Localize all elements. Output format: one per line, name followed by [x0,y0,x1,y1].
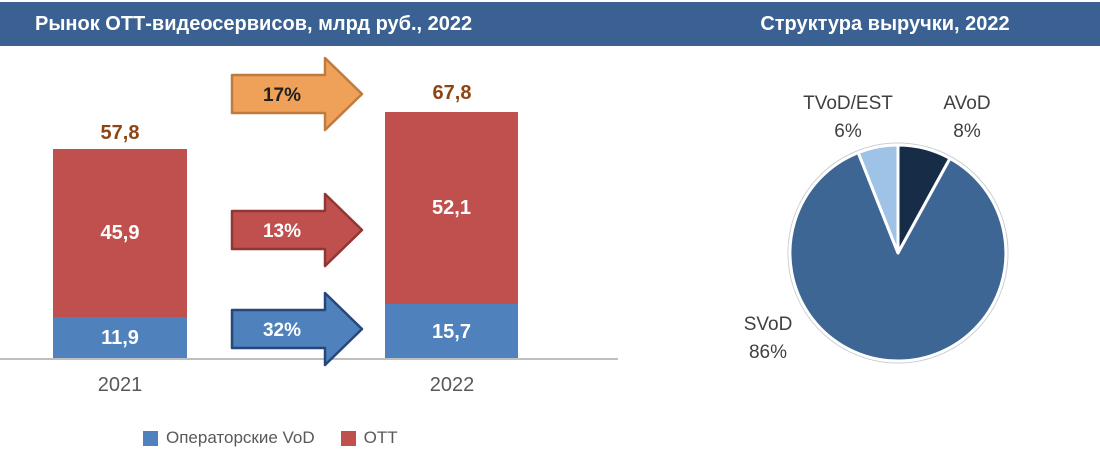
bar-2021-total-label: 57,8 [100,122,140,144]
legend-label-ott: ОТТ [363,428,398,447]
header-band: Рынок ОТТ-видеосервисов, млрд руб., 2022… [0,2,1100,46]
x-tick-2022: 2022 [429,374,475,396]
legend-swatch-ott [340,430,356,446]
pie-chart-title: Структура выручки, 2022 [760,13,1010,35]
x-axis-line [0,358,618,360]
pie-label-avod: AVoD 8% [917,90,1017,146]
pie-label-avod-name: AVoD [943,93,991,114]
x-tick-2021: 2021 [97,374,143,396]
pie-label-svod: SVoD 86% [718,311,818,367]
growth-arrow-vod-label: 32% [263,320,301,341]
bar-2022-ott-value: 52,1 [432,196,471,219]
pie-outline-circle [787,142,1009,364]
pie-label-tvod: TVoD/EST 6% [778,90,918,146]
bar-2022-vod-segment: 15,7 [385,304,518,360]
legend-swatch-vod [143,430,158,446]
pie-label-tvod-name: TVoD/EST [803,93,893,114]
bar-chart-title: Рынок ОТТ-видеосервисов, млрд руб., 2022 [35,13,473,35]
legend-label-vod: Операторские VoD [166,428,315,447]
growth-arrow-total-label: 17% [263,85,301,106]
bar-2022-total-label: 67,8 [432,82,472,104]
pie-label-tvod-percent: 6% [834,121,862,142]
pie-slice-svod [788,151,1008,363]
pie-slice-tvod [856,143,900,255]
pie-label-svod-name: SVoD [743,314,793,335]
growth-arrow-ott-label: 13% [263,221,301,242]
pie-label-avod-percent: 8% [953,121,981,142]
bar-2021-vod-segment: 11,9 [53,317,187,360]
bar-2021-ott-segment: 45,9 [53,149,187,317]
pie-label-svod-percent: 86% [748,342,788,363]
bar-2021-ott-value: 45,9 [100,221,140,244]
growth-arrow-vod [230,291,364,367]
bar-2022-ott-segment: 52,1 [385,112,518,304]
bar-2022-vod-value: 15,7 [432,320,471,343]
growth-arrow-ott [230,192,364,268]
bar-2021-vod-value: 11,9 [101,327,139,349]
bar-chart-legend: Операторские VoD ОТТ [143,428,398,448]
growth-arrow-total [230,56,364,132]
